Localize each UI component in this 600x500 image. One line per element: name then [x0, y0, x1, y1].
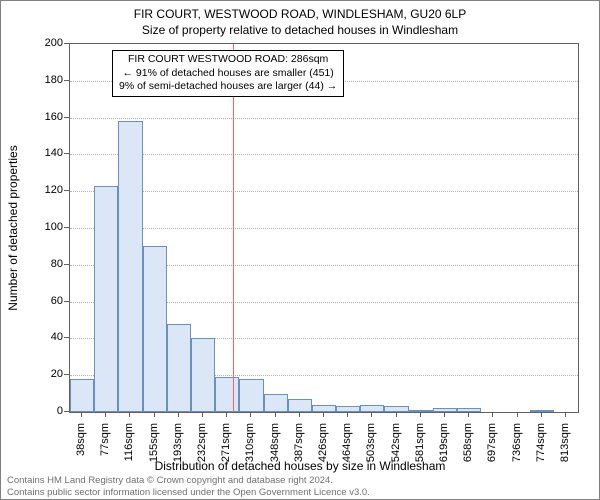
x-tick-label: 542sqm: [390, 423, 402, 473]
x-tick-mark: [129, 412, 130, 417]
x-tick-label: 38sqm: [75, 423, 87, 473]
x-tick-label: 193sqm: [172, 423, 184, 473]
x-tick-label: 155sqm: [148, 423, 160, 473]
x-tick-mark: [154, 412, 155, 417]
y-tick-mark: [64, 43, 69, 44]
footer-attribution: Contains HM Land Registry data © Crown c…: [7, 475, 370, 498]
marker-line: [233, 44, 234, 412]
y-tick-mark: [64, 190, 69, 191]
y-tick-label: 160: [33, 111, 63, 123]
x-tick-mark: [178, 412, 179, 417]
x-tick-mark: [105, 412, 106, 417]
y-axis-label: Number of detached properties: [6, 145, 20, 310]
gridline: [70, 191, 578, 192]
gridline: [70, 154, 578, 155]
x-tick-label: 232sqm: [196, 423, 208, 473]
x-tick-mark: [371, 412, 372, 417]
y-tick-label: 120: [33, 184, 63, 196]
histogram-bar: [530, 410, 554, 412]
x-tick-label: 774sqm: [535, 423, 547, 473]
y-tick-label: 100: [33, 221, 63, 233]
histogram-bar: [239, 379, 263, 412]
y-tick-label: 40: [33, 331, 63, 343]
x-tick-mark: [81, 412, 82, 417]
x-tick-mark: [250, 412, 251, 417]
x-tick-mark: [468, 412, 469, 417]
histogram-bar: [70, 379, 94, 412]
y-tick-label: 20: [33, 368, 63, 380]
annotation-box: FIR COURT WESTWOOD ROAD: 286sqm ← 91% of…: [112, 50, 344, 97]
x-tick-mark: [492, 412, 493, 417]
y-tick-mark: [64, 117, 69, 118]
chart-title-sub: Size of property relative to detached ho…: [1, 23, 599, 37]
y-tick-mark: [64, 374, 69, 375]
x-tick-label: 697sqm: [486, 423, 498, 473]
x-tick-mark: [226, 412, 227, 417]
histogram-bar: [94, 186, 118, 412]
chart-container: FIR COURT, WESTWOOD ROAD, WINDLESHAM, GU…: [0, 0, 600, 500]
histogram-bar: [336, 406, 360, 412]
histogram-bar: [457, 408, 481, 412]
histogram-bar: [288, 399, 312, 412]
y-tick-label: 80: [33, 258, 63, 270]
y-tick-mark: [64, 337, 69, 338]
annotation-line-1: FIR COURT WESTWOOD ROAD: 286sqm: [119, 53, 337, 67]
x-tick-label: 387sqm: [293, 423, 305, 473]
y-tick-label: 180: [33, 74, 63, 86]
x-tick-mark: [444, 412, 445, 417]
gridline: [70, 228, 578, 229]
y-tick-label: 0: [33, 405, 63, 417]
annotation-line-2: ← 91% of detached houses are smaller (45…: [119, 67, 337, 81]
annotation-line-3: 9% of semi-detached houses are larger (4…: [119, 80, 337, 94]
x-tick-label: 426sqm: [317, 423, 329, 473]
y-tick-mark: [64, 411, 69, 412]
x-tick-label: 77sqm: [99, 423, 111, 473]
x-tick-mark: [299, 412, 300, 417]
x-tick-label: 348sqm: [269, 423, 281, 473]
x-tick-mark: [202, 412, 203, 417]
histogram-bar: [191, 338, 215, 412]
y-tick-mark: [64, 80, 69, 81]
histogram-bar: [264, 394, 288, 412]
footer-line-2: Contains public sector information licen…: [7, 487, 370, 498]
histogram-bar: [215, 377, 239, 412]
x-tick-mark: [396, 412, 397, 417]
y-tick-label: 60: [33, 295, 63, 307]
x-tick-label: 581sqm: [414, 423, 426, 473]
x-tick-mark: [275, 412, 276, 417]
x-tick-mark: [517, 412, 518, 417]
y-tick-label: 200: [33, 37, 63, 49]
x-tick-mark: [565, 412, 566, 417]
y-tick-mark: [64, 227, 69, 228]
footer-line-1: Contains HM Land Registry data © Crown c…: [7, 475, 370, 486]
histogram-bar: [312, 405, 336, 412]
gridline: [70, 118, 578, 119]
x-tick-mark: [323, 412, 324, 417]
x-tick-label: 271sqm: [220, 423, 232, 473]
chart-title-main: FIR COURT, WESTWOOD ROAD, WINDLESHAM, GU…: [1, 7, 599, 21]
histogram-bar: [167, 324, 191, 412]
x-tick-label: 503sqm: [365, 423, 377, 473]
y-tick-mark: [64, 264, 69, 265]
histogram-bar: [433, 408, 457, 412]
x-tick-label: 116sqm: [123, 423, 135, 473]
histogram-bar: [384, 406, 408, 412]
x-tick-label: 813sqm: [559, 423, 571, 473]
histogram-bar: [409, 410, 433, 412]
x-tick-label: 736sqm: [511, 423, 523, 473]
y-tick-mark: [64, 153, 69, 154]
histogram-bar: [118, 121, 142, 412]
histogram-bar: [360, 405, 384, 412]
x-tick-mark: [541, 412, 542, 417]
x-tick-label: 619sqm: [438, 423, 450, 473]
x-tick-label: 464sqm: [341, 423, 353, 473]
x-tick-mark: [347, 412, 348, 417]
x-tick-label: 310sqm: [244, 423, 256, 473]
y-tick-mark: [64, 301, 69, 302]
x-tick-label: 658sqm: [462, 423, 474, 473]
plot-area: FIR COURT WESTWOOD ROAD: 286sqm ← 91% of…: [69, 43, 579, 413]
y-tick-label: 140: [33, 147, 63, 159]
histogram-bar: [143, 246, 167, 412]
x-tick-mark: [420, 412, 421, 417]
